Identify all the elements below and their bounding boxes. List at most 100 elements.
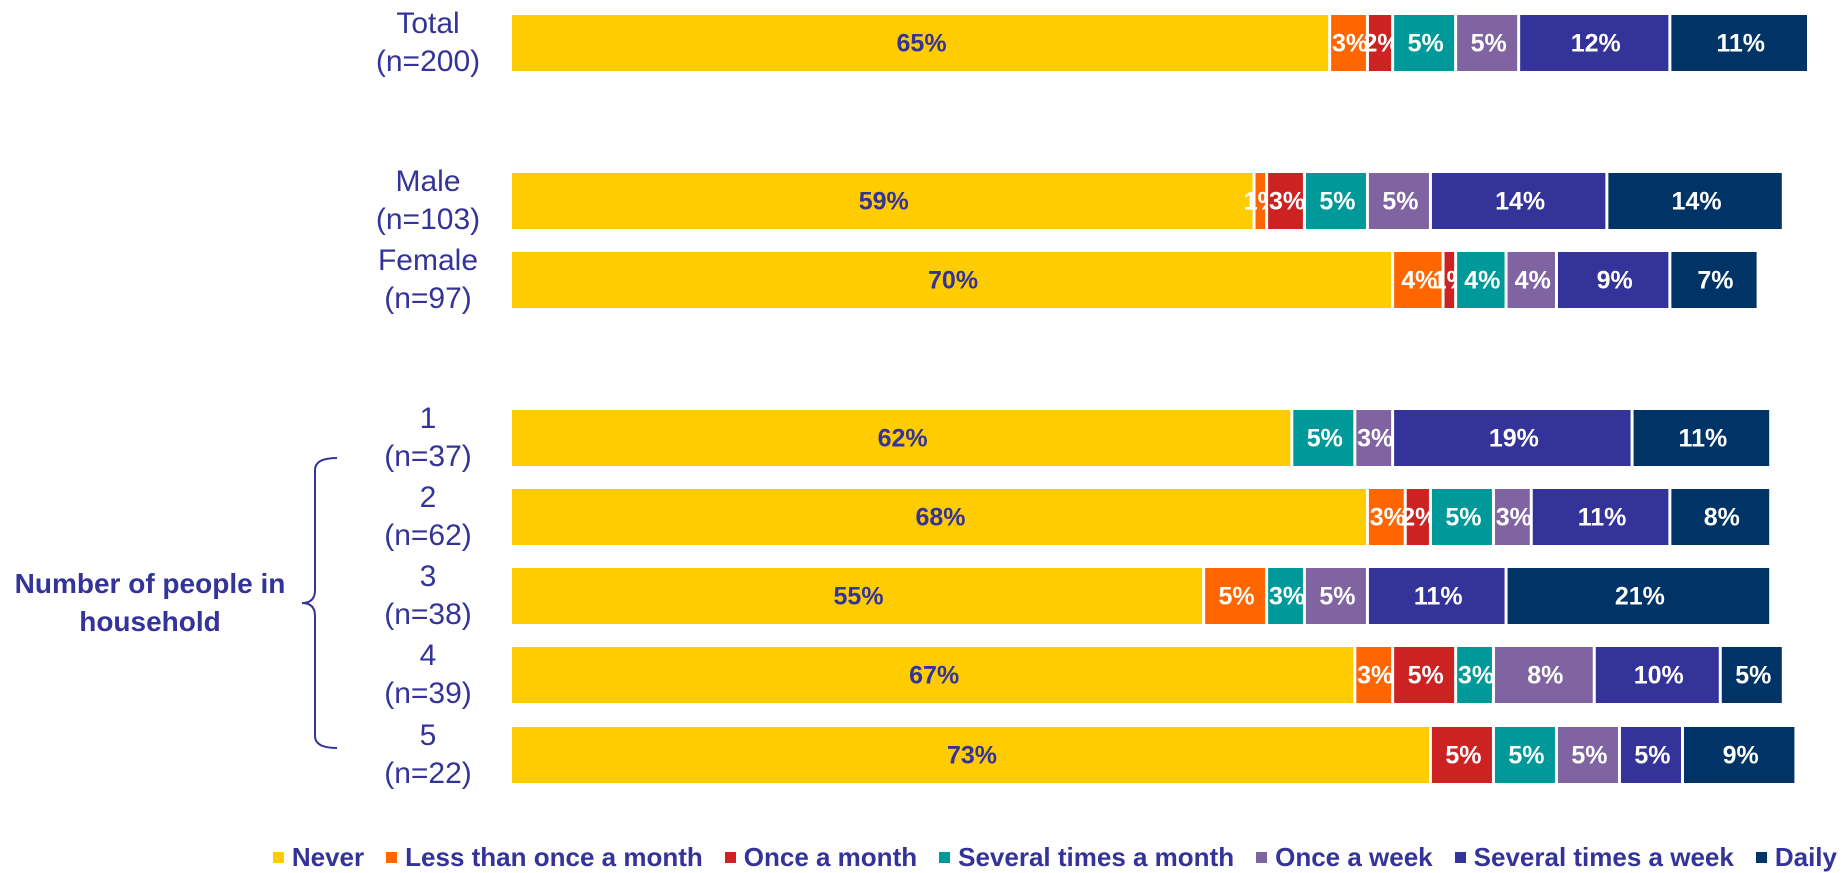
legend-swatch [1256, 852, 1268, 863]
value-label: 3% [1269, 583, 1305, 611]
bar-segment [1444, 252, 1455, 308]
value-label: 7% [1697, 267, 1733, 295]
group-bracket [301, 457, 338, 749]
value-label: 5% [1408, 30, 1444, 58]
bar-segment [512, 173, 1253, 229]
bar-segment [1507, 252, 1555, 308]
bar-segment [1683, 727, 1795, 783]
bar-segment [1557, 727, 1618, 783]
bar-segment [1268, 173, 1303, 229]
value-label: 12% [1571, 30, 1621, 58]
value-label: 4% [1401, 267, 1437, 295]
legend-label: Daily [1774, 842, 1837, 872]
value-label: 2% [1363, 30, 1399, 58]
category-label: 5 (n=22) [384, 719, 472, 790]
value-label: 5% [1319, 583, 1355, 611]
legend-swatch [1755, 852, 1767, 863]
bar-segment [1255, 173, 1266, 229]
bar-segment [1494, 647, 1593, 703]
bar-segment [1394, 252, 1442, 308]
legend-label: Several times a week [1473, 842, 1734, 872]
bar-segment [512, 568, 1203, 624]
bar-segment [1356, 647, 1392, 703]
category-label: 2 (n=62) [384, 481, 472, 552]
value-label: 3% [1269, 188, 1305, 216]
bar-segment [1721, 647, 1782, 703]
legend-swatch [1454, 852, 1466, 863]
legend-item: Daily [1755, 842, 1837, 873]
value-label: 5% [1382, 188, 1418, 216]
bar-segment [1457, 647, 1492, 703]
group-label: Number of people in household [14, 568, 286, 637]
bar-segment [1268, 568, 1303, 624]
value-label: 5% [1445, 742, 1481, 770]
bar-segment [1457, 252, 1505, 308]
legend-label: Once a month [743, 842, 918, 872]
bar-segment [512, 647, 1354, 703]
bar-segment [1368, 568, 1505, 624]
value-label: 5% [1634, 742, 1670, 770]
bar-segment [1305, 173, 1366, 229]
value-label: 11% [1679, 425, 1728, 453]
value-label: 3% [1458, 662, 1494, 690]
value-label: 5% [1735, 662, 1771, 690]
bar-segment [1431, 489, 1492, 545]
value-label: 4% [1515, 267, 1551, 295]
value-label: 14% [1672, 188, 1722, 216]
bar-segment [1457, 15, 1518, 71]
bar-segment [1305, 568, 1366, 624]
legend-label: Several times a month [958, 842, 1235, 872]
legend: Never Less than once a month Once a month S… [272, 842, 1837, 873]
bar-segment [1394, 410, 1631, 466]
bar-segment [1368, 15, 1392, 71]
bar-segment [1671, 252, 1757, 308]
legend-label: Once a week [1275, 842, 1433, 872]
value-label: 3% [1357, 662, 1393, 690]
category-label: 4 (n=39) [384, 639, 472, 710]
value-label: 3% [1357, 425, 1393, 453]
value-label: 11% [1578, 504, 1627, 532]
bar-segment [1671, 489, 1770, 545]
value-label: 11% [1716, 30, 1765, 58]
bar-segment [1394, 15, 1455, 71]
bar-segment [1368, 173, 1429, 229]
bar-segment [512, 15, 1329, 71]
legend-item: Several times a week [1454, 842, 1734, 873]
value-label: 9% [1597, 267, 1633, 295]
value-label: 5% [1471, 30, 1507, 58]
bar-segment [1595, 647, 1719, 703]
value-label: 10% [1634, 662, 1684, 690]
value-label: 2% [1401, 504, 1437, 532]
bar-segment [1507, 568, 1770, 624]
legend-swatch [386, 852, 398, 863]
bar-segment [1331, 15, 1366, 71]
bar-segment [1620, 727, 1681, 783]
bar-segment [1633, 410, 1770, 466]
value-label: 70% [928, 267, 978, 295]
value-label: 5% [1508, 742, 1544, 770]
value-label: 14% [1495, 188, 1545, 216]
legend-item: Several times a month [939, 842, 1234, 873]
bar-segment [1406, 489, 1429, 545]
legend-item: Once a month [724, 842, 918, 873]
category-label: Female (n=97) [377, 244, 479, 315]
bar-segment [1368, 489, 1404, 545]
value-label: 8% [1527, 662, 1563, 690]
legend-item: Never [272, 842, 364, 873]
legend-item: Less than once a month [386, 842, 703, 873]
bar-segment [1494, 727, 1555, 783]
legend-swatch [939, 852, 951, 863]
value-label: 67% [909, 662, 959, 690]
bar-segment [1520, 15, 1669, 71]
bar-segment [512, 410, 1291, 466]
legend-label: Less than once a month [405, 842, 703, 872]
value-label: 5% [1319, 188, 1355, 216]
bar-segment [1557, 252, 1669, 308]
value-label: 9% [1723, 742, 1759, 770]
bar-segment [512, 727, 1429, 783]
value-label: 73% [947, 742, 997, 770]
legend-item: Once a week [1256, 842, 1433, 873]
value-label: 5% [1307, 425, 1343, 453]
bar-segment [1671, 15, 1807, 71]
